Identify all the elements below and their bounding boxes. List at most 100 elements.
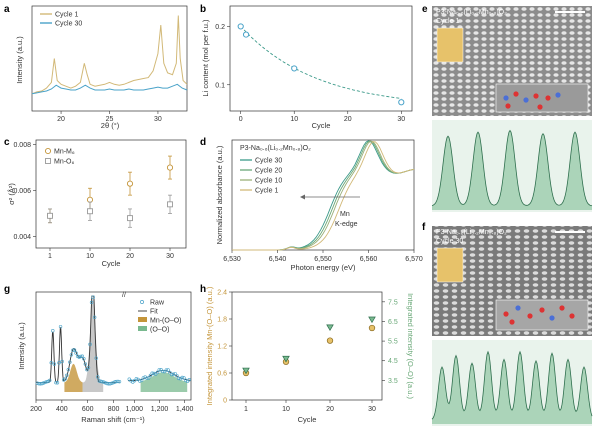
series-line-cycle-1	[232, 141, 415, 251]
raw-point	[60, 359, 64, 364]
x-tick-label: 25	[106, 116, 114, 123]
y-tick-label-left: 2.4	[217, 290, 227, 297]
raw-point	[182, 376, 186, 380]
x-tick-label: 30	[397, 116, 405, 123]
y-tick-label: 0.2	[215, 24, 225, 31]
raw-point	[54, 380, 58, 385]
panel-b-xlabel: Cycle	[312, 121, 331, 130]
y-tick-label-left: 0	[223, 398, 227, 405]
raw-point	[114, 379, 119, 384]
y-tick-label-left: 1.8	[217, 317, 227, 324]
raw-point	[117, 379, 122, 384]
inset-atom	[533, 93, 539, 99]
fit-line-left	[36, 295, 120, 384]
raw-point	[108, 382, 112, 386]
raw-point	[41, 381, 46, 385]
x-tick-label: 1	[48, 253, 52, 260]
panel-e-intensity-profile-line	[431, 129, 593, 207]
panel-e-structure-model	[436, 27, 464, 63]
panel-c-sigma: σ² (Å²) Cycle 1 10 20 30 0.004 0.006 0.008 Mn-…	[7, 139, 187, 268]
legend-label-cycle-30: Cycle 30	[55, 21, 82, 28]
panel-d-xanes: Normalized absorbance (a.u.) Photon ener…	[215, 139, 423, 272]
x-tick-label: 30	[154, 116, 162, 123]
data-point-o-o	[368, 316, 376, 324]
raw-point	[65, 373, 69, 378]
raw-point	[89, 300, 94, 305]
legend-swatch-mn-o-o	[138, 317, 147, 322]
raw-point	[161, 369, 165, 374]
panel-g-xlabel: Raman shift (cm⁻¹)	[81, 415, 145, 424]
panel-a-ylabel: Intensity (a.u.)	[15, 36, 24, 84]
raw-point	[184, 378, 188, 383]
raw-point	[150, 371, 154, 375]
y-tick-label: 0.008	[13, 142, 31, 149]
raw-point	[91, 295, 95, 299]
legend-label-mn-o6: Mn-O₆	[54, 159, 75, 166]
raw-point	[96, 375, 100, 379]
x-tick-label: 6,540	[269, 256, 287, 263]
data-point	[398, 99, 405, 106]
data-point	[242, 31, 250, 38]
raw-point	[148, 373, 153, 378]
x-tick-label: 1,400	[176, 406, 194, 413]
raw-point	[166, 368, 170, 372]
raw-point	[187, 378, 191, 382]
raw-point	[168, 370, 172, 375]
raw-point	[52, 362, 57, 366]
raw-point	[47, 378, 52, 383]
inset-atom	[523, 97, 529, 103]
data-point-mn-o6	[87, 208, 93, 215]
raw-point	[173, 371, 177, 376]
inset-atom	[513, 91, 519, 97]
raw-point	[66, 367, 71, 372]
raw-point	[74, 351, 78, 355]
panel-f-intensity-profile-line	[431, 350, 593, 420]
x-tick-label: 6,550	[314, 256, 332, 263]
panel-d-annotation-mn: Mn	[340, 211, 350, 218]
panel-label-b: b	[200, 4, 206, 15]
y-tick-label-left: 0.6	[217, 371, 227, 378]
data-point-mn-m6	[166, 164, 174, 171]
inset-atom	[549, 315, 555, 321]
y-tick-label-left: 1.2	[217, 344, 227, 351]
inset-atom	[537, 104, 543, 110]
panel-h-frame	[231, 291, 383, 401]
inset-atom	[509, 319, 515, 325]
raw-point	[94, 356, 98, 360]
legend-label-cycle-1: Cycle 1	[55, 12, 78, 19]
raw-point	[44, 380, 49, 384]
panel-label-a: a	[4, 4, 10, 15]
raw-point	[63, 377, 67, 381]
inset-atom	[539, 307, 545, 313]
panel-c-xlabel: Cycle	[102, 259, 121, 268]
raw-point	[102, 380, 106, 384]
panel-d-xlabel: Photon energy (eV)	[290, 263, 356, 272]
series-line-cycle-1	[31, 15, 188, 95]
panel-e-intensity-profile-fill	[432, 130, 592, 210]
x-tick-label: 800	[108, 406, 120, 413]
raw-point	[43, 380, 47, 385]
panel-label-g: g	[4, 284, 10, 295]
raw-point	[86, 365, 91, 370]
raw-point	[92, 315, 97, 319]
o-o-fill	[140, 372, 188, 392]
panel-g-ylabel: Intensity (a.u.)	[17, 322, 26, 370]
inset-atom	[545, 95, 551, 101]
panel-f-stem-image: P3-Na₀.₆(Li₀.₂Mn₀.₈)O₂ Cycle 30	[431, 226, 593, 426]
panel-d-ylabel: Normalized absorbance (a.u.)	[215, 145, 224, 244]
data-point	[237, 23, 244, 30]
raw-point	[175, 373, 179, 378]
legend-swatch-o-o	[138, 326, 147, 331]
raw-point	[138, 379, 142, 383]
inset-atom	[559, 305, 565, 311]
x-tick-label: 1	[244, 406, 248, 413]
series-line-cycle-30	[31, 83, 188, 95]
raw-point	[100, 379, 105, 384]
raw-point	[141, 376, 146, 380]
raw-point	[134, 377, 139, 381]
raw-point	[152, 371, 156, 376]
legend-label: Cycle 1	[255, 188, 278, 195]
legend-label-o-o: (O–O)	[150, 327, 169, 334]
panel-b-ylabel: Li content (mol per f.u.)	[201, 19, 210, 97]
raw-point	[164, 368, 169, 372]
